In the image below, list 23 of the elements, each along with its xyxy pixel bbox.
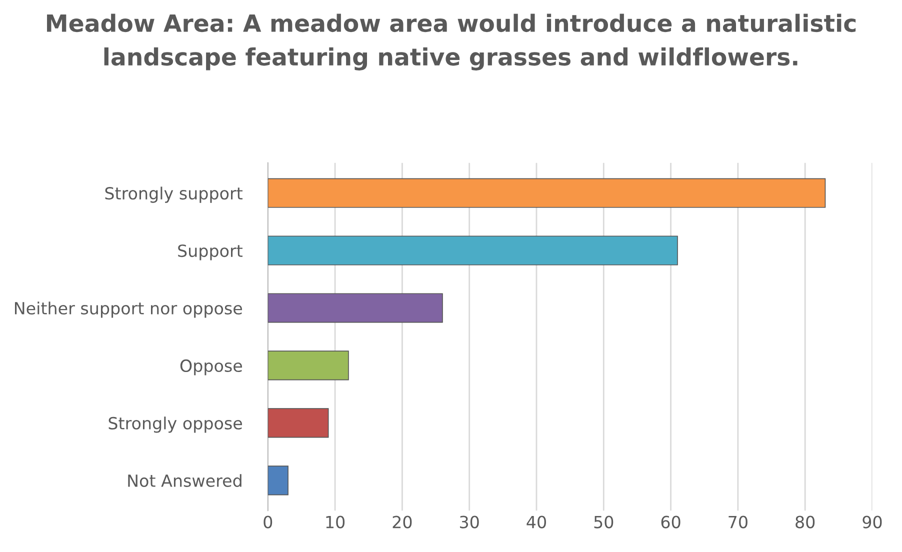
x-tick-label: 90 xyxy=(862,516,882,528)
bar xyxy=(268,408,329,438)
y-tick-label: Neither support nor oppose xyxy=(14,302,242,318)
x-tick-label: 0 xyxy=(264,516,272,528)
x-tick-label: 30 xyxy=(460,516,479,528)
x-tick-label: 40 xyxy=(526,516,546,528)
x-tick-label: 80 xyxy=(796,516,815,528)
chart-title: Meadow Area: A meadow area would introduce a naturalistic landscape featuring native grasses and wildflowers. xyxy=(47,14,856,70)
x-tick-label: 10 xyxy=(326,516,345,528)
bar xyxy=(268,350,349,380)
bar xyxy=(268,236,678,266)
x-tick-label: 60 xyxy=(661,516,680,528)
y-tick-label: Strongly support xyxy=(105,186,242,203)
y-tick-label: Oppose xyxy=(180,359,242,376)
x-tick-label: 20 xyxy=(392,516,412,528)
bar xyxy=(268,293,443,323)
bar xyxy=(268,466,288,496)
y-tick-label: Support xyxy=(178,244,242,260)
x-tick-label: 70 xyxy=(728,516,748,528)
y-tick-label: Not Answered xyxy=(128,474,242,487)
y-tick-label: Strongly oppose xyxy=(108,416,242,433)
bar xyxy=(268,178,826,208)
x-tick-label: 50 xyxy=(594,516,614,528)
